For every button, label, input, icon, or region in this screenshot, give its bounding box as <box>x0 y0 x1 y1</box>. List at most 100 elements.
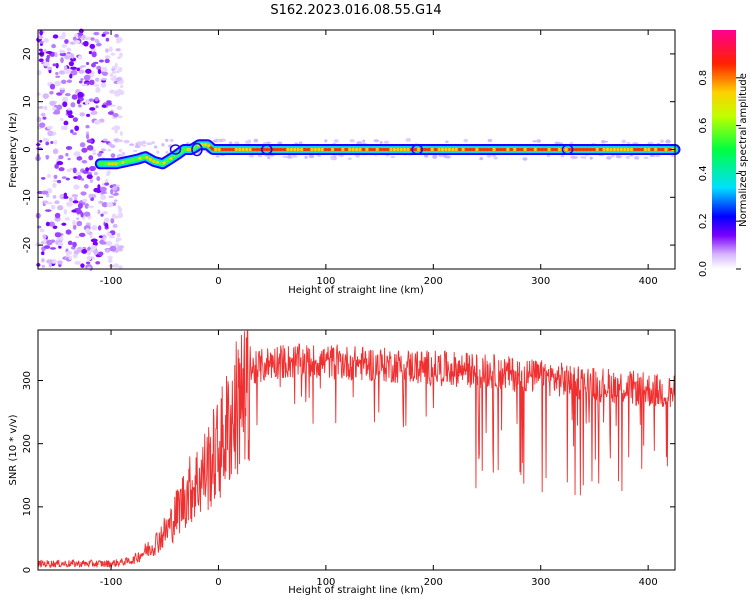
ridge-point <box>110 162 115 166</box>
ridge-point <box>434 147 438 152</box>
noise-point <box>101 33 106 37</box>
noise-point <box>100 78 108 81</box>
noise-point <box>72 200 79 204</box>
noise-point <box>46 193 50 198</box>
noise-point <box>38 48 43 52</box>
noise-point <box>97 69 102 75</box>
noise-point <box>91 149 97 152</box>
noise-point <box>70 129 74 134</box>
x-tick-label: 100 <box>316 577 335 588</box>
noise-point <box>66 47 72 52</box>
noise-point <box>117 139 124 143</box>
noise-point <box>104 248 111 253</box>
ridge-point <box>193 145 197 149</box>
noise-point <box>70 69 78 76</box>
noise-point <box>62 101 68 108</box>
ridge-point <box>516 147 520 152</box>
noise-point <box>347 157 352 160</box>
ridge-point <box>513 147 517 152</box>
ridge-point <box>495 147 500 152</box>
noise-point <box>102 138 108 142</box>
snr-series-line <box>37 330 676 569</box>
noise-point <box>59 87 65 90</box>
ridge-point <box>640 147 644 152</box>
ridge-point <box>145 155 149 160</box>
noise-point <box>45 141 50 146</box>
noise-point <box>77 202 83 209</box>
ridge-point <box>533 147 537 152</box>
snr-frame <box>37 329 676 571</box>
ridge-point <box>220 147 225 152</box>
ridge-point <box>165 159 170 163</box>
noise-point <box>113 263 120 268</box>
noise-point <box>56 104 63 111</box>
ridge-point <box>293 147 297 152</box>
noise-point <box>129 143 135 146</box>
noise-point <box>98 200 104 204</box>
noise-point <box>45 50 53 54</box>
noise-point <box>153 145 158 149</box>
noise-point <box>121 151 126 156</box>
noise-point <box>103 217 110 224</box>
noise-point <box>74 125 80 132</box>
noise-point <box>113 202 117 206</box>
ridge-point <box>306 147 311 152</box>
noise-point <box>572 156 578 159</box>
noise-point <box>72 253 78 259</box>
noise-point <box>64 39 69 44</box>
noise-point <box>57 205 64 211</box>
noise-point <box>532 140 537 143</box>
ridge-point <box>138 156 142 160</box>
noise-point <box>82 198 88 203</box>
noise-point <box>43 105 48 111</box>
noise-point <box>45 221 50 227</box>
noise-point <box>108 46 113 52</box>
noise-point <box>98 59 104 63</box>
noise-point <box>59 118 64 121</box>
noise-point <box>161 143 165 147</box>
noise-point <box>373 139 380 143</box>
ridge-point <box>578 147 582 152</box>
noise-point <box>41 264 46 268</box>
y-tick-label: 300 <box>22 371 33 390</box>
ridge-point <box>296 147 300 152</box>
noise-point <box>73 151 81 157</box>
ridge-point <box>461 147 465 152</box>
ridge-point <box>186 147 190 152</box>
noise-point <box>80 263 85 268</box>
noise-point <box>133 149 138 152</box>
noise-point <box>79 142 86 148</box>
colorbar-ticks: 0.0 0.2 0.4 0.6 0.8 <box>698 70 741 277</box>
noise-point <box>383 140 390 144</box>
noise-point <box>61 222 67 226</box>
noise-point <box>44 138 50 142</box>
snr-y-axis-label: SNR (10 * v/v) <box>8 414 19 485</box>
noise-point <box>445 140 449 143</box>
noise-point <box>106 202 114 208</box>
noise-point <box>115 40 121 44</box>
ridge-point <box>203 143 207 147</box>
noise-point <box>88 98 94 102</box>
noise-point <box>85 125 90 129</box>
ridge-point <box>520 147 524 152</box>
noise-point <box>111 70 117 74</box>
noise-point <box>117 205 121 210</box>
ridge-point <box>492 147 496 152</box>
snr-y-ticks: 0 100 200 300 <box>22 371 675 573</box>
noise-point <box>41 258 45 263</box>
noise-point <box>77 55 83 60</box>
noise-point <box>93 171 98 176</box>
spectrogram-y-ticks: -20 -10 0 10 20 <box>22 48 675 253</box>
noise-point <box>110 153 116 158</box>
noise-point <box>95 105 99 109</box>
ridge-point <box>241 147 245 152</box>
ridge-point <box>550 147 555 152</box>
ridge-point <box>585 147 589 152</box>
noise-point <box>212 139 219 143</box>
noise-point <box>42 93 49 99</box>
noise-point <box>50 204 56 210</box>
noise-point <box>50 140 54 144</box>
noise-point <box>79 112 86 117</box>
noise-point <box>81 147 88 153</box>
colorbar-tick-label: 0.4 <box>698 165 709 181</box>
